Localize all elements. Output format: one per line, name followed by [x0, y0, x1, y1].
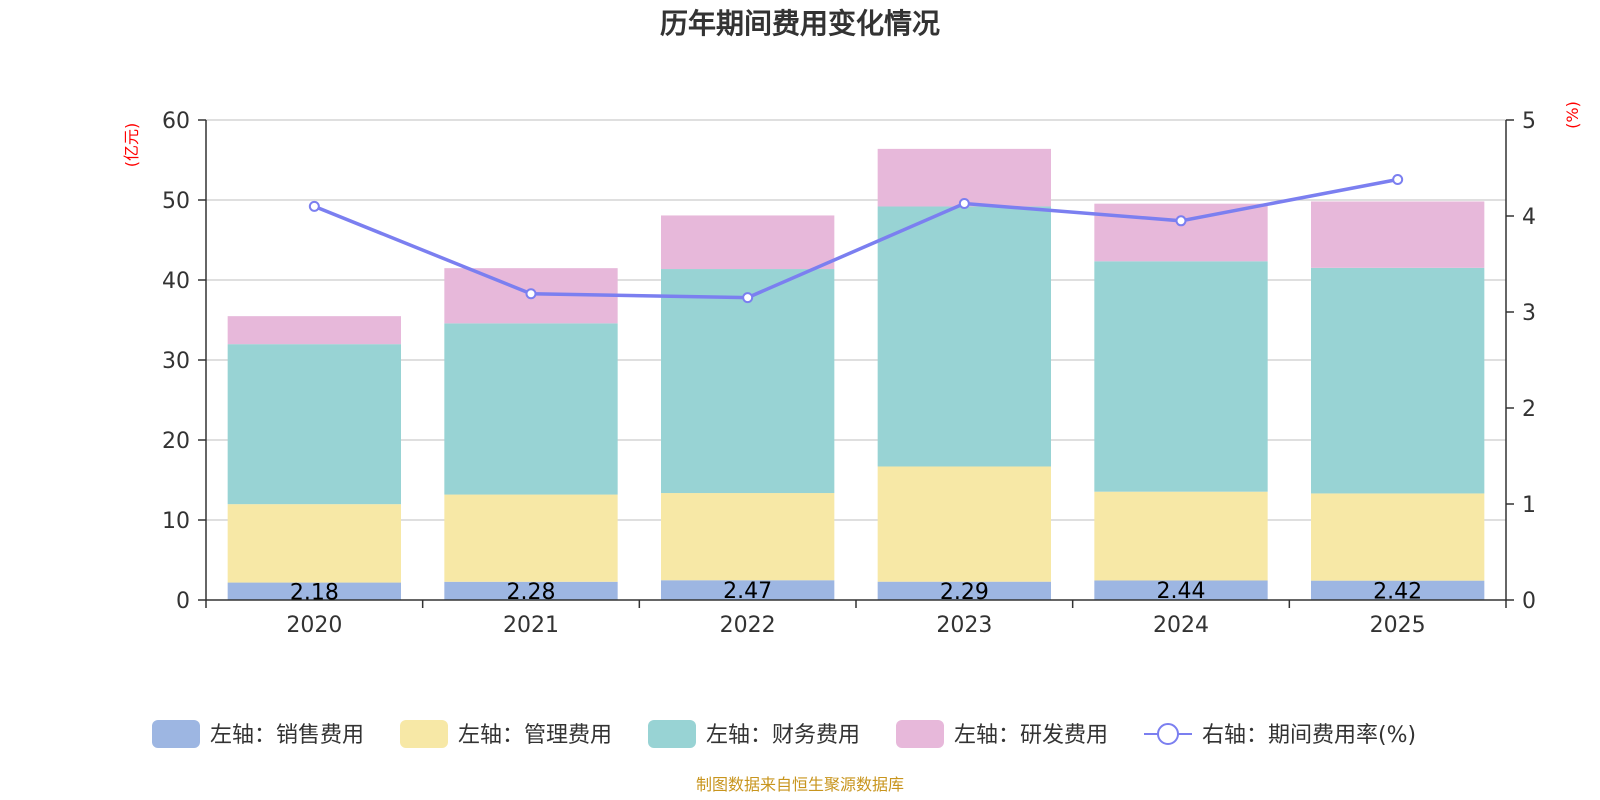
grid-lines: [206, 119, 1506, 521]
left-tick-label: 50: [162, 189, 190, 214]
bar-2024-series-2: [1094, 261, 1268, 492]
right-tick-label: 4: [1522, 205, 1536, 230]
left-tick-label: 40: [162, 269, 190, 294]
x-tick-label-2023: 2023: [936, 613, 992, 638]
legend-marker-icon[interactable]: [1157, 723, 1179, 745]
bar-2025-series-3: [1311, 201, 1485, 268]
left-tick-label: 10: [162, 509, 190, 534]
bar-2023-series-2: [877, 206, 1051, 467]
bar-2021-series-2: [444, 323, 618, 495]
rate-point-2024[interactable]: [1175, 215, 1187, 227]
bar-2025-series-1: [1311, 493, 1485, 581]
bar-2022-series-1: [661, 493, 835, 581]
rate-point-2020[interactable]: [308, 200, 320, 212]
bar-2025-series-0: [1311, 580, 1485, 600]
right-axis-unit: (%): [1563, 101, 1582, 129]
rate-point-2021[interactable]: [525, 288, 537, 300]
bar-2024-series-3: [1094, 203, 1268, 262]
right-tick-label: 0: [1522, 589, 1536, 614]
legend-swatch-3[interactable]: [896, 720, 944, 748]
bar-2023-series-3: [877, 148, 1051, 207]
right-tick-label: 1: [1522, 493, 1536, 518]
bar-2024-series-1: [1094, 491, 1268, 581]
data-labels: 2.18 2.28 2.47 2.29 2.44 2.42: [290, 579, 1422, 605]
bar-2021-series-1: [444, 494, 618, 582]
left-axis-unit: (亿元): [122, 123, 141, 168]
legend-label-1[interactable]: 左轴：管理费用: [458, 723, 612, 748]
left-tick-label: 60: [162, 109, 190, 134]
legend: 左轴：销售费用 左轴：管理费用 左轴：财务费用 左轴：研发费用 右轴：期间费用率(%): [152, 720, 1416, 748]
legend-label-4[interactable]: 右轴：期间费用率(%): [1202, 723, 1416, 748]
data-label-2025: 2.42: [1373, 579, 1422, 604]
rate-point-2025[interactable]: [1392, 174, 1404, 186]
left-tick-label: 0: [176, 589, 190, 614]
bar-2020-series-2: [227, 344, 401, 505]
x-tick-label-2020: 2020: [286, 613, 342, 638]
legend-label-2[interactable]: 左轴：财务费用: [706, 723, 860, 748]
right-tick-label: 5: [1522, 109, 1536, 134]
bar-2022-series-2: [661, 269, 835, 494]
left-tick-label: 30: [162, 349, 190, 374]
bar-2022-series-0: [661, 580, 835, 600]
bar-2020-series-1: [227, 504, 401, 583]
legend-swatch-0[interactable]: [152, 720, 200, 748]
bar-2024-series-0: [1094, 580, 1268, 600]
bar-2022-series-3: [661, 215, 835, 270]
chart-title: 历年期间费用变化情况: [660, 7, 940, 40]
rate-line: [313, 177, 1398, 300]
axes: 0 10 20 30 40 50 60 0 1 2 3 4 5 2020 2021 2022 2023 2024 2…: [162, 109, 1536, 638]
legend-label-0[interactable]: 左轴：销售费用: [210, 723, 364, 748]
x-tick-label-2022: 2022: [720, 613, 776, 638]
data-label-2021: 2.28: [507, 580, 556, 605]
legend-swatch-1[interactable]: [400, 720, 448, 748]
bar-2025-series-2: [1311, 267, 1485, 494]
right-tick-label: 2: [1522, 397, 1536, 422]
bar-2020-series-0: [227, 582, 401, 600]
data-label-2020: 2.18: [290, 580, 339, 605]
line-series: [308, 174, 1404, 304]
bar-2023-series-0: [877, 581, 1051, 600]
source-note: 制图数据来自恒生聚源数据库: [696, 775, 904, 794]
bar-series: [227, 148, 1485, 600]
data-label-2022: 2.47: [723, 579, 772, 604]
rate-point-2022[interactable]: [742, 292, 754, 304]
x-tick-label-2025: 2025: [1370, 613, 1426, 638]
legend-label-3[interactable]: 左轴：研发费用: [954, 723, 1108, 748]
right-tick-label: 3: [1522, 301, 1536, 326]
data-label-2024: 2.44: [1157, 579, 1206, 604]
left-tick-label: 20: [162, 429, 190, 454]
x-tick-label-2024: 2024: [1153, 613, 1209, 638]
rate-point-2023[interactable]: [958, 198, 970, 210]
bar-2023-series-1: [877, 466, 1051, 582]
bar-2021-series-0: [444, 581, 618, 600]
x-tick-label-2021: 2021: [503, 613, 559, 638]
legend-swatch-2[interactable]: [648, 720, 696, 748]
bar-2020-series-3: [227, 316, 401, 345]
data-label-2023: 2.29: [940, 580, 989, 605]
